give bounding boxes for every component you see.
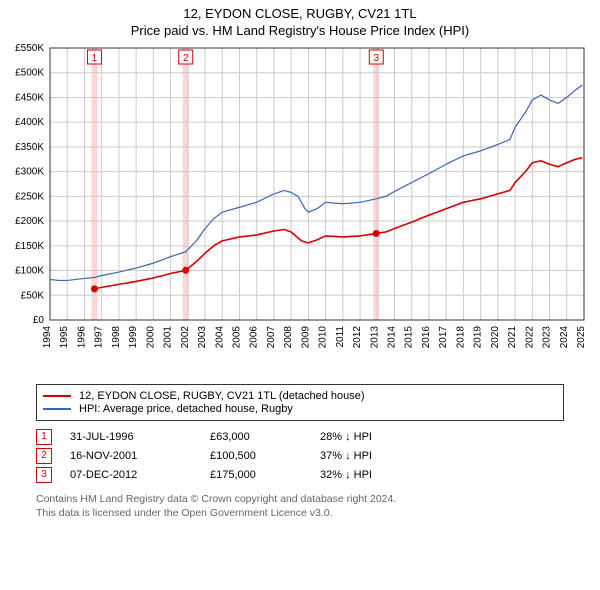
- x-tick-label: 2012: [352, 326, 363, 349]
- y-tick-label: £50K: [21, 290, 45, 301]
- marker-row: 3 07-DEC-2012£175,00032% ↓ HPI: [36, 467, 564, 483]
- legend-swatch: [43, 395, 71, 397]
- marker-price: £175,000: [210, 469, 320, 481]
- x-tick-label: 2003: [197, 326, 208, 349]
- y-tick-label: £400K: [15, 117, 44, 128]
- marker-delta: 32% ↓ HPI: [320, 469, 372, 481]
- title-line1: 12, EYDON CLOSE, RUGBY, CV21 1TL: [0, 6, 600, 21]
- marker-row: 1 31-JUL-1996£63,00028% ↓ HPI: [36, 429, 564, 445]
- x-tick-label: 2008: [283, 326, 294, 349]
- marker-date: 31-JUL-1996: [70, 431, 210, 443]
- x-tick-label: 2019: [473, 326, 484, 349]
- marker-badge: 1: [36, 429, 52, 445]
- legend-item: 12, EYDON CLOSE, RUGBY, CV21 1TL (detach…: [43, 390, 557, 402]
- sale-badge-number: 2: [183, 53, 189, 64]
- y-tick-label: £450K: [15, 92, 44, 103]
- x-tick-label: 2014: [387, 326, 398, 349]
- marker-date: 07-DEC-2012: [70, 469, 210, 481]
- x-tick-label: 2025: [576, 326, 587, 349]
- x-tick-label: 2011: [335, 326, 346, 348]
- sale-marker-table: 1 31-JUL-1996£63,00028% ↓ HPI 2 16-NOV-2001…: [36, 429, 564, 483]
- x-tick-label: 2001: [163, 326, 174, 349]
- x-tick-label: 2004: [214, 326, 225, 349]
- y-tick-label: £300K: [15, 167, 44, 178]
- x-tick-label: 1994: [42, 326, 53, 349]
- x-tick-label: 2018: [455, 326, 466, 349]
- x-tick-label: 1999: [128, 326, 139, 349]
- y-tick-label: £550K: [15, 43, 44, 54]
- x-tick-label: 2020: [490, 326, 501, 349]
- marker-row: 2 16-NOV-2001£100,50037% ↓ HPI: [36, 448, 564, 464]
- x-tick-label: 2015: [404, 326, 415, 349]
- y-tick-label: £350K: [15, 142, 44, 153]
- x-tick-label: 2007: [266, 326, 277, 349]
- marker-delta: 28% ↓ HPI: [320, 431, 372, 443]
- sale-badge-number: 3: [373, 53, 379, 64]
- x-tick-label: 1997: [94, 326, 105, 349]
- x-tick-label: 1995: [59, 326, 70, 349]
- marker-price: £100,500: [210, 450, 320, 462]
- sale-dot: [91, 285, 98, 292]
- x-tick-label: 1996: [76, 326, 87, 349]
- y-tick-label: £100K: [15, 266, 44, 277]
- x-tick-label: 2000: [145, 326, 156, 349]
- x-tick-label: 2013: [369, 326, 380, 349]
- x-tick-label: 2006: [249, 326, 260, 349]
- x-tick-label: 2002: [180, 326, 191, 349]
- x-tick-label: 2010: [318, 326, 329, 349]
- x-tick-label: 2009: [300, 326, 311, 349]
- x-tick-label: 1998: [111, 326, 122, 349]
- y-tick-label: £150K: [15, 241, 44, 252]
- x-tick-label: 2017: [438, 326, 449, 349]
- chart-title-block: 12, EYDON CLOSE, RUGBY, CV21 1TL Price p…: [0, 0, 600, 38]
- sale-dot: [373, 230, 380, 237]
- legend-swatch: [43, 408, 71, 410]
- marker-price: £63,000: [210, 431, 320, 443]
- attribution: Contains HM Land Registry data © Crown c…: [36, 493, 564, 520]
- x-tick-label: 2021: [507, 326, 518, 349]
- legend-label: HPI: Average price, detached house, Rugb…: [79, 403, 293, 415]
- marker-badge: 2: [36, 448, 52, 464]
- y-tick-label: £250K: [15, 191, 44, 202]
- price-chart: £0 £50K £100K £150K £200K £250K £300K £350K £400…: [0, 38, 600, 378]
- attribution-line2: This data is licensed under the Open Gov…: [36, 507, 564, 521]
- legend: 12, EYDON CLOSE, RUGBY, CV21 1TL (detach…: [36, 384, 564, 421]
- title-line2: Price paid vs. HM Land Registry's House …: [0, 23, 600, 38]
- x-tick-label: 2005: [231, 326, 242, 349]
- y-tick-label: £200K: [15, 216, 44, 227]
- y-tick-label: £0: [33, 315, 45, 326]
- x-tick-label: 2023: [542, 326, 553, 349]
- sale-band: [373, 48, 379, 320]
- y-tick-label: £500K: [15, 68, 44, 79]
- marker-badge: 3: [36, 467, 52, 483]
- legend-item: HPI: Average price, detached house, Rugb…: [43, 403, 557, 415]
- x-tick-label: 2016: [421, 326, 432, 349]
- attribution-line1: Contains HM Land Registry data © Crown c…: [36, 493, 564, 507]
- sale-band: [91, 48, 97, 320]
- x-tick-label: 2022: [524, 326, 535, 349]
- marker-date: 16-NOV-2001: [70, 450, 210, 462]
- x-tick-label: 2024: [559, 326, 570, 349]
- marker-delta: 37% ↓ HPI: [320, 450, 372, 462]
- legend-label: 12, EYDON CLOSE, RUGBY, CV21 1TL (detach…: [79, 390, 365, 402]
- sale-badge-number: 1: [92, 53, 98, 64]
- sale-dot: [182, 267, 189, 274]
